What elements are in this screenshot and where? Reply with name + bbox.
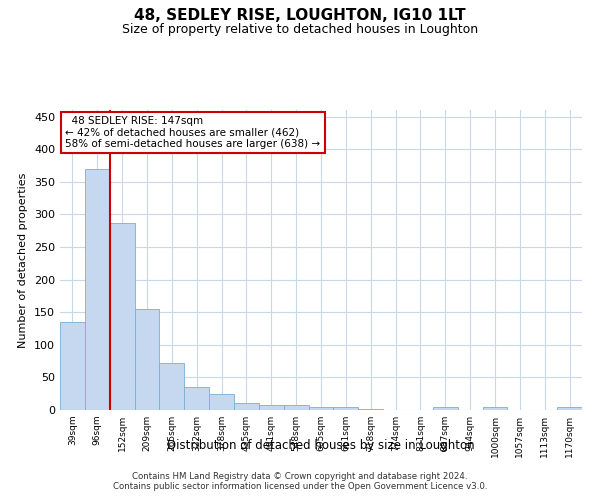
Bar <box>184 386 209 410</box>
Bar <box>259 405 284 410</box>
Text: Size of property relative to detached houses in Loughton: Size of property relative to detached ho… <box>122 22 478 36</box>
Text: 48 SEDLEY RISE: 147sqm  
← 42% of detached houses are smaller (462)
58% of semi-: 48 SEDLEY RISE: 147sqm ← 42% of detached… <box>65 116 320 149</box>
Y-axis label: Number of detached properties: Number of detached properties <box>19 172 28 348</box>
Bar <box>60 322 85 410</box>
Text: Distribution of detached houses by size in Loughton: Distribution of detached houses by size … <box>167 440 475 452</box>
Text: Contains public sector information licensed under the Open Government Licence v3: Contains public sector information licen… <box>113 482 487 491</box>
Bar <box>308 408 334 410</box>
Bar <box>334 408 358 410</box>
Bar <box>482 408 508 410</box>
Bar <box>134 309 160 410</box>
Bar <box>284 406 308 410</box>
Text: Contains HM Land Registry data © Crown copyright and database right 2024.: Contains HM Land Registry data © Crown c… <box>132 472 468 481</box>
Bar <box>110 223 134 410</box>
Bar <box>85 168 110 410</box>
Bar <box>358 408 383 410</box>
Text: 48, SEDLEY RISE, LOUGHTON, IG10 1LT: 48, SEDLEY RISE, LOUGHTON, IG10 1LT <box>134 8 466 22</box>
Bar <box>234 404 259 410</box>
Bar <box>160 363 184 410</box>
Bar <box>209 394 234 410</box>
Bar <box>433 408 458 410</box>
Bar <box>557 408 582 410</box>
